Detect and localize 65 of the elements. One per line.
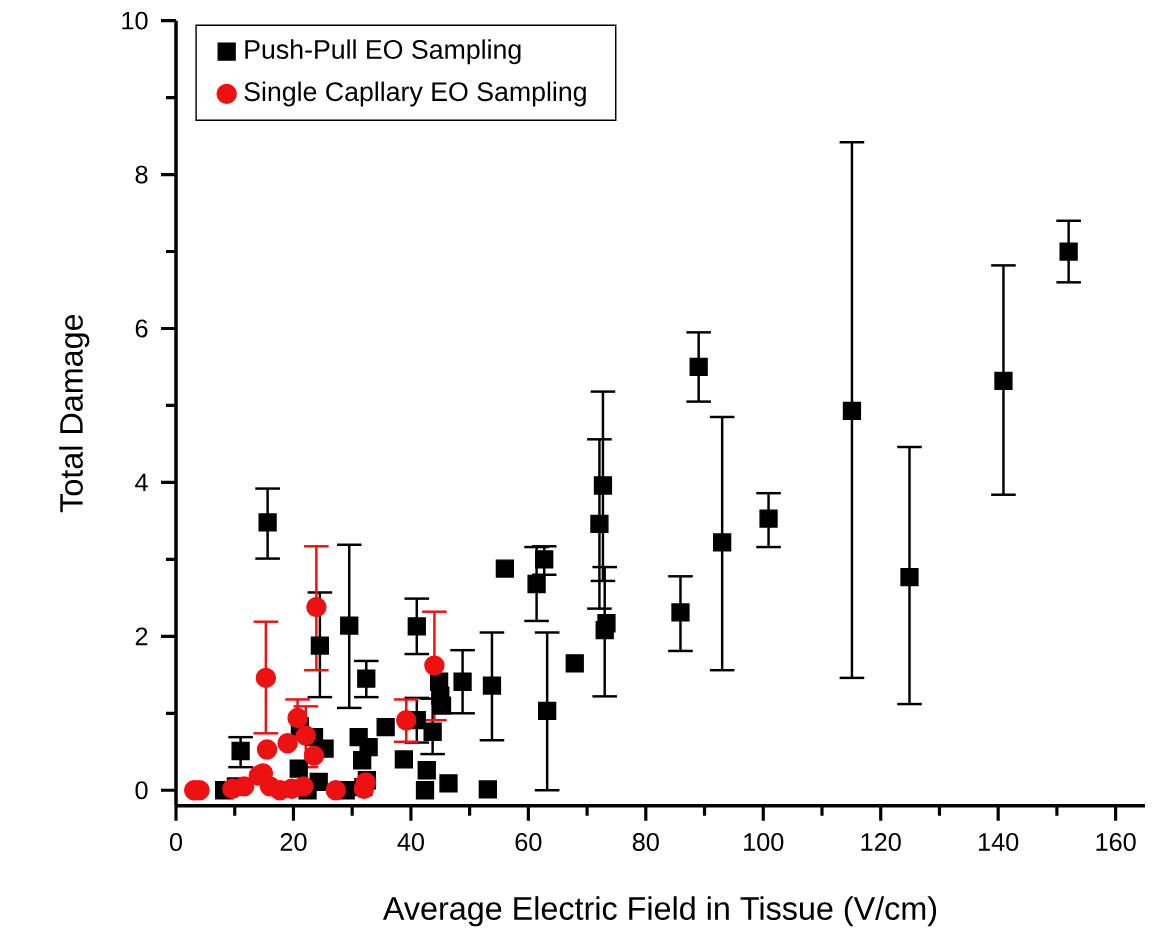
point [671,603,690,622]
x-tick-label: 0 [169,833,183,851]
point [376,717,395,737]
legend-label: Push-Pull EO Sampling [245,39,521,65]
point [293,776,314,797]
point [231,741,250,761]
y-tick-label: 4 [135,473,148,492]
point [453,672,472,691]
point [417,761,436,780]
point [565,654,584,673]
point [394,750,413,769]
point [396,710,417,731]
point [527,574,546,594]
point [713,533,732,552]
point [590,514,609,534]
point [1059,242,1078,261]
point [478,780,497,799]
y-tick-label: 0 [135,781,148,800]
point [277,733,298,754]
point [289,759,308,778]
point [759,509,778,528]
point [357,669,376,688]
point [482,676,502,695]
x-tick-label: 60 [515,833,542,851]
y-tick-label: 10 [122,11,148,30]
point [424,655,445,676]
point [689,357,708,377]
point [842,401,862,420]
point [597,614,616,633]
x-tick-label: 100 [744,833,784,851]
point [233,776,255,797]
point [900,567,919,587]
x-tick-label: 140 [978,833,1019,851]
x-tick-label: 80 [632,833,659,851]
y-tick-label: 8 [135,165,148,184]
point [325,780,346,801]
point [407,617,426,636]
point [432,696,452,715]
x-axis-title: Average Electric Field in Tissue (V/cm) [382,896,937,927]
point [495,559,515,578]
point [303,745,325,766]
point [535,550,554,569]
x-tick-label: 120 [861,833,901,851]
point [295,725,316,746]
point [310,636,330,655]
point [439,774,458,793]
point [593,476,613,495]
point [258,513,277,532]
point [538,701,557,721]
y-tick-label: 2 [135,627,148,646]
point [306,596,327,618]
point [423,722,442,741]
point [255,667,277,689]
point [359,737,378,757]
point [340,616,359,635]
x-tick-label: 40 [397,833,424,851]
x-tick-label: 20 [280,833,307,851]
point [287,707,308,729]
point [256,739,278,760]
y-axis-title: Total Damage [59,314,90,513]
legend-label: Single Capllary EO Sampling [244,81,586,107]
x-tick-label: 160 [1096,833,1136,851]
y-tick-label: 6 [135,319,148,338]
point [415,781,435,800]
point [994,371,1013,390]
